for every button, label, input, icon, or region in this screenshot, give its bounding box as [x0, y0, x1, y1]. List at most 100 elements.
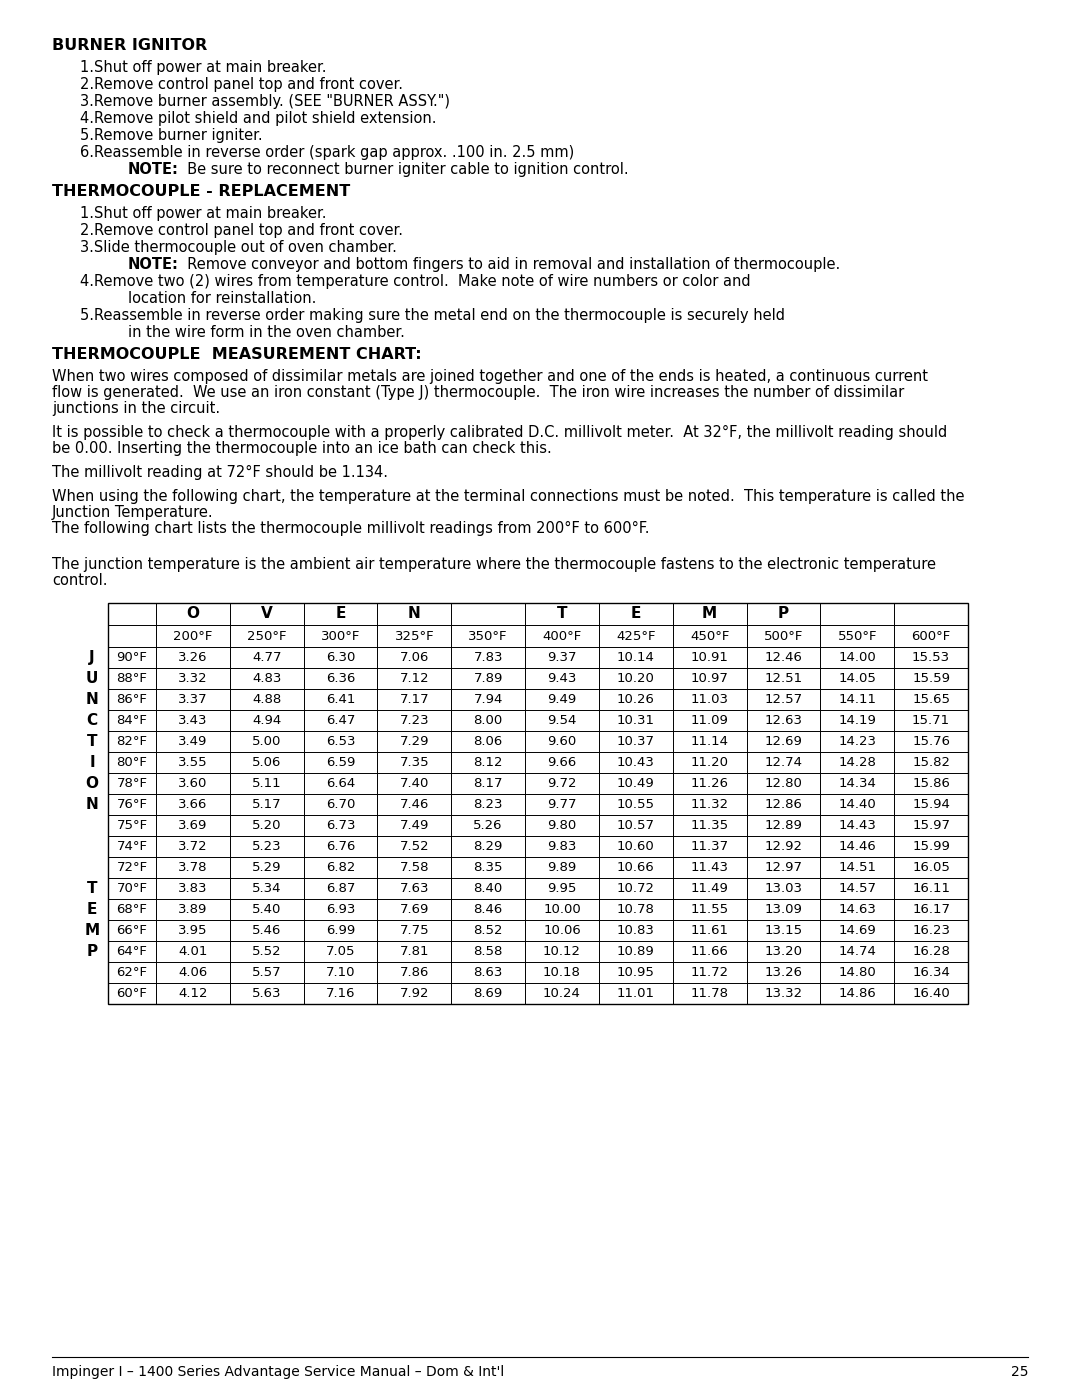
Text: 11.78: 11.78	[690, 988, 729, 1000]
Text: control.: control.	[52, 573, 108, 588]
Text: 7.10: 7.10	[326, 965, 355, 979]
Text: 64°F: 64°F	[117, 944, 148, 958]
Text: The millivolt reading at 72°F should be 1.134.: The millivolt reading at 72°F should be …	[52, 465, 388, 481]
Text: flow is generated.  We use an iron constant (Type J) thermocouple.  The iron wir: flow is generated. We use an iron consta…	[52, 386, 904, 400]
Text: 4.Remove two (2) wires from temperature control.  Make note of wire numbers or c: 4.Remove two (2) wires from temperature …	[80, 274, 751, 289]
Text: 10.24: 10.24	[543, 988, 581, 1000]
Text: T: T	[86, 882, 97, 895]
Text: 5.00: 5.00	[252, 735, 282, 747]
Text: 11.14: 11.14	[690, 735, 729, 747]
Text: The junction temperature is the ambient air temperature where the thermocouple f: The junction temperature is the ambient …	[52, 557, 936, 571]
Text: 5.46: 5.46	[252, 923, 282, 937]
Text: N: N	[85, 692, 98, 707]
Text: 7.63: 7.63	[400, 882, 429, 895]
Text: P: P	[86, 944, 97, 958]
Text: P: P	[778, 606, 789, 622]
Text: 12.46: 12.46	[765, 651, 802, 664]
Text: 12.69: 12.69	[765, 735, 802, 747]
Text: 11.32: 11.32	[690, 798, 729, 812]
Text: 13.32: 13.32	[765, 988, 802, 1000]
Text: 3.49: 3.49	[178, 735, 207, 747]
Text: 5.57: 5.57	[252, 965, 282, 979]
Text: 11.03: 11.03	[690, 693, 729, 705]
Text: O: O	[187, 606, 200, 622]
Text: 1.Shut off power at main breaker.: 1.Shut off power at main breaker.	[80, 60, 326, 75]
Text: 8.35: 8.35	[473, 861, 503, 875]
Text: 3.32: 3.32	[178, 672, 207, 685]
Text: 8.69: 8.69	[473, 988, 503, 1000]
Text: 7.75: 7.75	[400, 923, 429, 937]
Text: O: O	[85, 775, 98, 791]
Text: 11.43: 11.43	[690, 861, 729, 875]
Text: 7.40: 7.40	[400, 777, 429, 789]
Text: M: M	[702, 606, 717, 622]
Text: E: E	[86, 902, 97, 916]
Text: 15.53: 15.53	[912, 651, 950, 664]
Text: 70°F: 70°F	[117, 882, 148, 895]
Text: 74°F: 74°F	[117, 840, 148, 854]
Text: be 0.00. Inserting the thermocouple into an ice bath can check this.: be 0.00. Inserting the thermocouple into…	[52, 441, 552, 455]
Text: 16.11: 16.11	[913, 882, 950, 895]
Text: 3.37: 3.37	[178, 693, 207, 705]
Text: 14.57: 14.57	[838, 882, 876, 895]
Text: 450°F: 450°F	[690, 630, 729, 643]
Text: 10.91: 10.91	[691, 651, 729, 664]
Text: 8.29: 8.29	[473, 840, 503, 854]
Text: 5.52: 5.52	[252, 944, 282, 958]
Text: in the wire form in the oven chamber.: in the wire form in the oven chamber.	[129, 326, 405, 339]
Text: 8.00: 8.00	[473, 714, 503, 726]
Text: 10.06: 10.06	[543, 923, 581, 937]
Text: 12.97: 12.97	[765, 861, 802, 875]
Text: 10.18: 10.18	[543, 965, 581, 979]
Text: 7.06: 7.06	[400, 651, 429, 664]
Text: 10.00: 10.00	[543, 902, 581, 916]
Text: N: N	[85, 798, 98, 812]
Text: J: J	[90, 650, 95, 665]
Text: 11.66: 11.66	[691, 944, 729, 958]
Text: BURNER IGNITOR: BURNER IGNITOR	[52, 38, 207, 53]
Text: 8.17: 8.17	[473, 777, 503, 789]
Text: Remove conveyor and bottom fingers to aid in removal and installation of thermoc: Remove conveyor and bottom fingers to ai…	[178, 257, 840, 272]
Text: 6.73: 6.73	[326, 819, 355, 833]
Text: THERMOCOUPLE - REPLACEMENT: THERMOCOUPLE - REPLACEMENT	[52, 184, 350, 198]
Text: 300°F: 300°F	[321, 630, 361, 643]
Text: 9.83: 9.83	[548, 840, 577, 854]
Text: 500°F: 500°F	[764, 630, 804, 643]
Text: 15.65: 15.65	[913, 693, 950, 705]
Text: 16.28: 16.28	[913, 944, 950, 958]
Text: Junction Temperature.: Junction Temperature.	[52, 504, 214, 520]
Bar	[108, 604, 968, 1004]
Text: 10.83: 10.83	[617, 923, 654, 937]
Text: 6.70: 6.70	[326, 798, 355, 812]
Text: 5.34: 5.34	[252, 882, 282, 895]
Text: 5.26: 5.26	[473, 819, 503, 833]
Text: 7.58: 7.58	[400, 861, 429, 875]
Text: 10.66: 10.66	[617, 861, 654, 875]
Text: 8.58: 8.58	[473, 944, 503, 958]
Text: 25: 25	[1011, 1365, 1028, 1379]
Text: 14.80: 14.80	[838, 965, 876, 979]
Text: 14.74: 14.74	[838, 944, 876, 958]
Text: 14.23: 14.23	[838, 735, 876, 747]
Text: 4.01: 4.01	[178, 944, 207, 958]
Text: 5.40: 5.40	[252, 902, 282, 916]
Text: 10.20: 10.20	[617, 672, 654, 685]
Text: 12.80: 12.80	[765, 777, 802, 789]
Text: 7.35: 7.35	[400, 756, 429, 768]
Text: It is possible to check a thermocouple with a properly calibrated D.C. millivolt: It is possible to check a thermocouple w…	[52, 425, 947, 440]
Text: NOTE:: NOTE:	[129, 257, 179, 272]
Text: 200°F: 200°F	[173, 630, 213, 643]
Text: E: E	[336, 606, 346, 622]
Text: C: C	[86, 712, 97, 728]
Text: 11.37: 11.37	[690, 840, 729, 854]
Text: 15.94: 15.94	[913, 798, 950, 812]
Text: 10.78: 10.78	[617, 902, 654, 916]
Text: 3.95: 3.95	[178, 923, 207, 937]
Text: 10.31: 10.31	[617, 714, 654, 726]
Text: 10.26: 10.26	[617, 693, 654, 705]
Text: 6.Reassemble in reverse order (spark gap approx. .100 in. 2.5 mm): 6.Reassemble in reverse order (spark gap…	[80, 145, 575, 161]
Text: 5.20: 5.20	[252, 819, 282, 833]
Text: 5.Remove burner igniter.: 5.Remove burner igniter.	[80, 129, 262, 142]
Text: 6.87: 6.87	[326, 882, 355, 895]
Text: 9.72: 9.72	[548, 777, 577, 789]
